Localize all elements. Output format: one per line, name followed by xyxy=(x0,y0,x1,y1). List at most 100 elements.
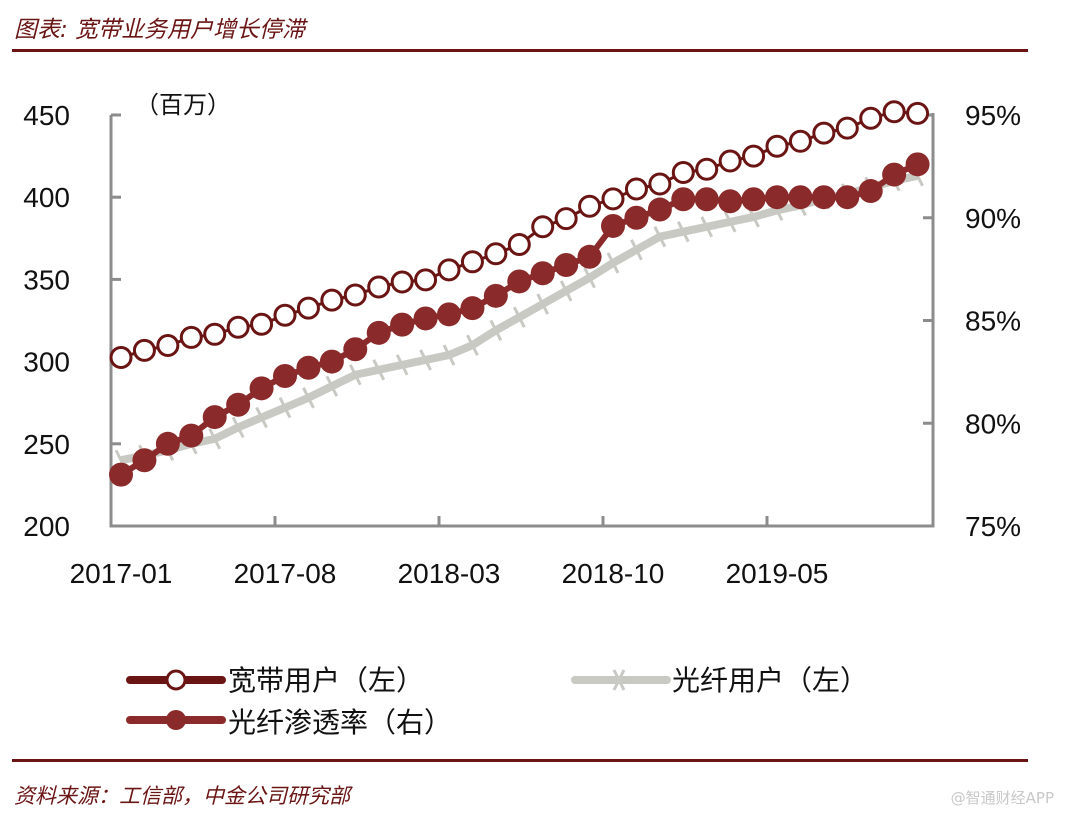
figure-title: 图表: 宽带业务用户增长停滞 xyxy=(14,17,306,43)
x-tick-label: 2017-01 xyxy=(70,558,173,589)
point-fiber-users xyxy=(653,225,667,248)
point-broadband xyxy=(460,250,484,274)
point-penetration xyxy=(811,185,836,210)
y-left-tick-label: 300 xyxy=(23,347,70,378)
point-fiber-users xyxy=(278,396,292,419)
point-penetration xyxy=(249,376,274,401)
point-penetration xyxy=(694,187,719,212)
point-penetration xyxy=(554,253,579,278)
point-broadband xyxy=(788,129,812,153)
point-broadband xyxy=(507,233,531,257)
point-broadband xyxy=(882,100,906,124)
point-penetration xyxy=(202,405,227,430)
y-right-tick-label: 85% xyxy=(965,306,1021,337)
point-penetration xyxy=(366,320,391,345)
point-penetration xyxy=(671,187,696,212)
point-broadband xyxy=(367,275,391,299)
y-right-tick-label: 95% xyxy=(965,100,1021,131)
point-broadband xyxy=(320,288,344,312)
point-fiber-users xyxy=(466,334,479,356)
y-left-tick-label: 450 xyxy=(23,100,70,131)
point-fiber-users xyxy=(489,319,503,342)
legend-marker-filled-circle xyxy=(166,710,186,730)
point-penetration xyxy=(835,185,860,210)
point-fiber-users xyxy=(419,349,432,371)
point-penetration xyxy=(507,269,532,294)
y-left-tick-label: 350 xyxy=(23,264,70,295)
legend-label-broadband: 宽带用户（左） xyxy=(228,664,424,697)
point-penetration xyxy=(319,349,344,374)
point-fiber-users xyxy=(231,416,245,439)
point-penetration xyxy=(601,213,625,238)
source-note: 资料来源：工信部，中金公司研究部 xyxy=(14,784,350,808)
x-tick-label: 2019-05 xyxy=(726,558,829,589)
point-penetration xyxy=(624,205,649,230)
y-right-tick-label: 75% xyxy=(965,511,1021,542)
point-penetration xyxy=(788,185,813,210)
point-penetration xyxy=(460,296,485,321)
point-penetration xyxy=(273,363,297,388)
point-penetration xyxy=(155,431,180,456)
point-broadband xyxy=(273,303,297,327)
point-penetration xyxy=(905,152,930,177)
point-broadband xyxy=(835,116,859,140)
y-left-tick-label: 250 xyxy=(23,429,70,460)
legend: 宽带用户（左） 光纤用户（左） 光纤渗透率（右） xyxy=(126,664,868,739)
point-broadband xyxy=(390,270,414,294)
point-penetration xyxy=(343,337,368,362)
point-broadband xyxy=(226,315,250,339)
x-tick-label: 2018-10 xyxy=(562,558,665,589)
point-fiber-users xyxy=(395,354,409,376)
point-penetration xyxy=(226,392,251,417)
point-broadband xyxy=(601,187,625,211)
watermark: @智通财经APP xyxy=(950,789,1054,807)
top-divider xyxy=(12,49,1028,52)
y-left-tick-label: 200 xyxy=(23,511,70,542)
point-broadband xyxy=(578,194,602,218)
point-fiber-users xyxy=(723,211,737,233)
point-penetration xyxy=(132,448,157,473)
point-fiber-users xyxy=(583,267,596,289)
point-fiber-users xyxy=(372,359,386,381)
point-broadband xyxy=(718,149,742,173)
point-fiber-users xyxy=(302,387,315,409)
x-tick-label: 2018-03 xyxy=(398,558,501,589)
point-fiber-users xyxy=(325,375,339,397)
point-broadband xyxy=(437,258,461,282)
point-penetration xyxy=(179,423,204,448)
point-penetration xyxy=(437,302,461,327)
point-fiber-users xyxy=(348,364,362,386)
point-broadband xyxy=(695,157,719,181)
point-broadband xyxy=(671,161,695,185)
point-broadband xyxy=(742,144,766,168)
point-broadband xyxy=(132,338,156,362)
point-broadband xyxy=(812,121,836,145)
point-broadband xyxy=(906,101,930,125)
point-fiber-users xyxy=(208,428,222,450)
point-penetration xyxy=(296,355,321,380)
point-penetration xyxy=(413,306,438,331)
left-unit-label: （百万） xyxy=(135,91,231,119)
point-broadband xyxy=(531,215,555,239)
point-penetration xyxy=(530,261,555,286)
point-fiber-users xyxy=(700,216,714,238)
bottom-divider xyxy=(12,759,1028,762)
legend-label-penetration: 光纤渗透率（右） xyxy=(228,706,452,739)
point-fiber-users xyxy=(442,344,456,366)
legend-marker-open-circle xyxy=(165,669,187,691)
y-left-tick-label: 400 xyxy=(23,182,70,213)
point-broadband xyxy=(554,207,578,231)
point-penetration xyxy=(647,197,672,222)
y-right-tick-label: 90% xyxy=(965,203,1021,234)
point-penetration xyxy=(765,185,789,210)
point-penetration xyxy=(741,187,766,212)
point-penetration xyxy=(577,244,602,269)
point-broadband xyxy=(109,345,133,369)
point-penetration xyxy=(109,462,133,487)
point-fiber-users xyxy=(255,406,268,429)
point-penetration xyxy=(882,162,907,187)
point-broadband xyxy=(624,177,648,201)
point-fiber-users xyxy=(676,221,690,243)
point-broadband xyxy=(179,325,203,349)
